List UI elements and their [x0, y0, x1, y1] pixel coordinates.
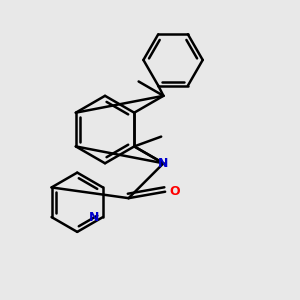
Text: N: N — [88, 211, 99, 224]
Text: N: N — [158, 157, 169, 170]
Text: O: O — [169, 185, 180, 198]
